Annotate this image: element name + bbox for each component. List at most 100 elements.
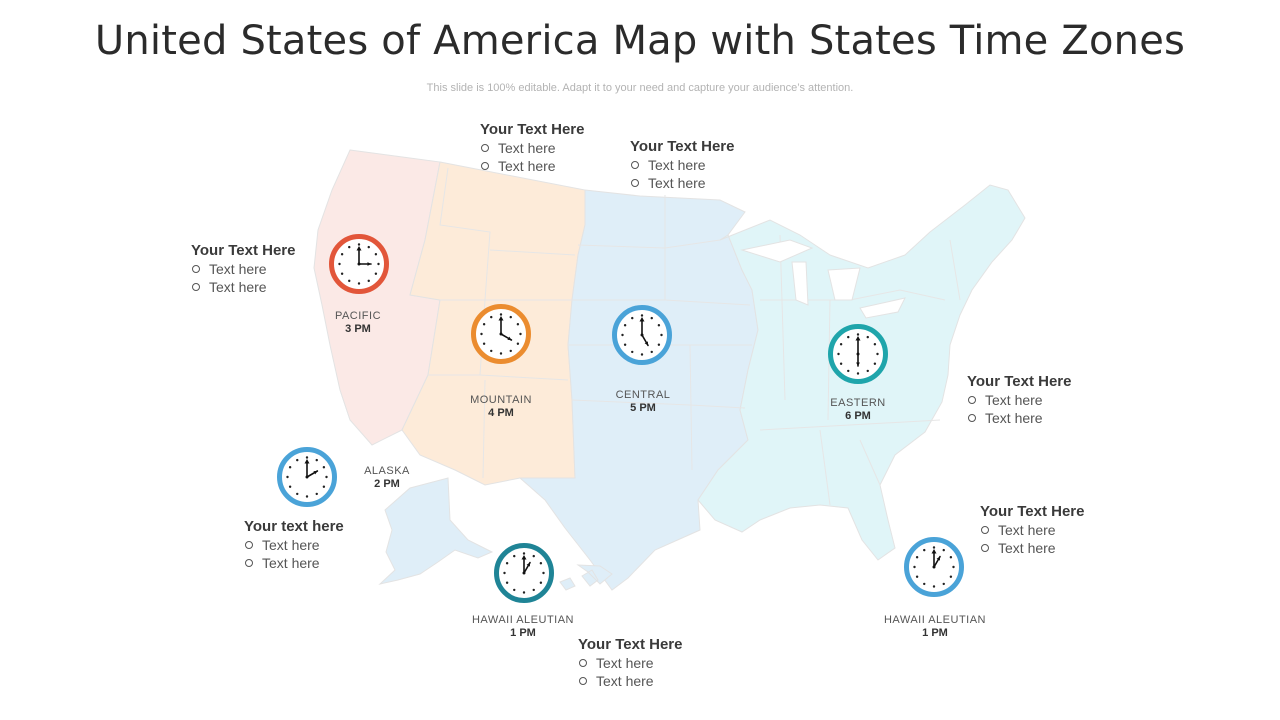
pacific-clock-icon xyxy=(329,234,389,294)
callout-item: Text here xyxy=(578,672,778,690)
clock-tick xyxy=(532,588,535,592)
clock-tick xyxy=(505,562,509,565)
zone-time: 2 PM xyxy=(374,478,400,490)
clock-tick xyxy=(499,313,503,316)
clock-tick xyxy=(866,369,869,373)
clock-tick xyxy=(837,352,840,356)
hawaii-zone-label: HAWAII ALEUTIAN 1 PM xyxy=(443,614,603,640)
clock-tick xyxy=(513,588,516,592)
clock-tick xyxy=(631,350,634,354)
clock-tick xyxy=(949,556,953,559)
clock-tick xyxy=(839,343,843,346)
clock-tick xyxy=(949,575,953,578)
clock-tick xyxy=(367,279,370,283)
clock-tick xyxy=(315,458,318,462)
clock-tick xyxy=(923,548,926,552)
clock-tick xyxy=(913,565,916,569)
clock-tick xyxy=(640,353,644,356)
clock-tick xyxy=(374,253,378,256)
minute-hand-arrow xyxy=(521,555,527,560)
clock-tick xyxy=(296,492,299,496)
central-clock-icon xyxy=(612,305,672,365)
bullet-icon xyxy=(968,396,976,405)
clock-tick xyxy=(288,466,292,469)
zone-name: MOUNTAIN xyxy=(470,394,532,406)
hour-hand-arrow xyxy=(367,262,371,266)
clock-tick xyxy=(932,585,936,588)
bullet-icon xyxy=(579,659,587,668)
zone-time: 5 PM xyxy=(630,402,656,414)
hour-hand-arrow xyxy=(507,336,512,340)
bullet-icon xyxy=(631,161,639,170)
zone-time: 4 PM xyxy=(488,407,514,419)
alaska-clock-icon xyxy=(277,447,337,507)
clock-tick xyxy=(338,262,341,266)
clock-tick xyxy=(873,362,877,365)
clock-tick xyxy=(866,335,869,339)
callout-item: Text here xyxy=(480,157,680,175)
clock-tick xyxy=(650,316,653,320)
clock-tick xyxy=(539,581,543,584)
bullet-icon xyxy=(981,526,989,535)
callout-item: Text here xyxy=(480,139,680,157)
callout-heading: Your Text Here xyxy=(967,373,1072,390)
minute-hand-arrow xyxy=(639,317,645,322)
alaska-region xyxy=(378,477,494,585)
callout-heading: Your Text Here xyxy=(630,138,735,155)
alaska-zone-label: ALASKA 2 PM xyxy=(307,465,467,491)
clock-center xyxy=(856,352,860,356)
callout-item: Text here xyxy=(191,260,391,278)
minute-hand-arrow xyxy=(855,336,861,341)
bullet-icon xyxy=(981,544,989,553)
callout-heading: Your Text Here xyxy=(480,121,585,138)
bullet-icon xyxy=(481,162,489,171)
bullet-icon xyxy=(192,265,200,274)
callout-heading: Your Text Here xyxy=(980,503,1085,520)
clock-tick xyxy=(490,315,493,319)
minute-hand-arrow xyxy=(304,459,310,464)
clock-tick xyxy=(305,456,309,459)
clock-tick xyxy=(542,571,545,575)
clock-tick xyxy=(650,350,653,354)
zone-name: CENTRAL xyxy=(615,389,671,401)
clock-center xyxy=(932,565,936,569)
clock-tick xyxy=(513,554,516,558)
slide-title: United States of America Map with States… xyxy=(94,18,1186,64)
clock-tick xyxy=(503,571,506,575)
clock-tick xyxy=(942,548,945,552)
clock-tick xyxy=(623,324,627,327)
clock-tick xyxy=(509,315,512,319)
callout-item: Text here xyxy=(191,278,391,296)
mountain-zone-label: MOUNTAIN 4 PM xyxy=(421,394,581,420)
clock-tick xyxy=(621,333,624,337)
clock-tick xyxy=(847,335,850,339)
clock-tick xyxy=(640,314,644,317)
hour-hand-arrow xyxy=(936,556,940,561)
clock-tick xyxy=(657,343,661,346)
callout-item: Text here xyxy=(980,539,1180,557)
callout-item: Text here xyxy=(980,521,1180,539)
callout-right: Your Text Here Text here Text here xyxy=(967,373,1167,427)
clock-tick xyxy=(623,343,627,346)
bullet-icon xyxy=(579,677,587,686)
clock-tick xyxy=(660,333,663,337)
clock-tick xyxy=(325,475,328,479)
zone-name: EASTERN xyxy=(830,397,886,409)
zone-name: HAWAII ALEUTIAN xyxy=(883,614,987,626)
clock-tick xyxy=(942,582,945,586)
clock-tick xyxy=(340,272,344,275)
callout-top-right: Your Text Here Text here Text here xyxy=(630,138,830,192)
clock-tick xyxy=(348,279,351,283)
clock-center xyxy=(499,332,503,336)
bullet-icon xyxy=(192,283,200,292)
zone-time: 6 PM xyxy=(845,410,871,422)
clock-tick xyxy=(923,582,926,586)
hawaii-clock-icon xyxy=(494,543,554,603)
clock-tick xyxy=(522,591,526,594)
callout-item: Text here xyxy=(630,156,830,174)
zone-time: 1 PM xyxy=(922,627,948,639)
clock-tick xyxy=(631,316,634,320)
zone-name: HAWAII ALEUTIAN xyxy=(471,614,575,626)
callout-item: Text here xyxy=(630,174,830,192)
central-zone-label: CENTRAL 5 PM xyxy=(563,389,723,415)
